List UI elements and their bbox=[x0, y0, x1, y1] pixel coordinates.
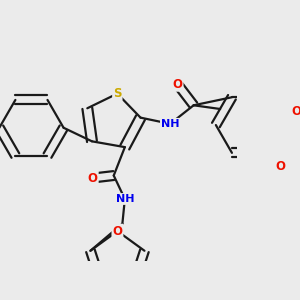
Text: O: O bbox=[112, 225, 122, 238]
Text: O: O bbox=[275, 160, 285, 173]
Text: NH: NH bbox=[116, 194, 134, 204]
Text: S: S bbox=[113, 87, 122, 100]
Text: O: O bbox=[172, 78, 183, 91]
Text: O: O bbox=[291, 105, 300, 118]
Text: NH: NH bbox=[161, 119, 179, 129]
Text: O: O bbox=[88, 172, 98, 184]
